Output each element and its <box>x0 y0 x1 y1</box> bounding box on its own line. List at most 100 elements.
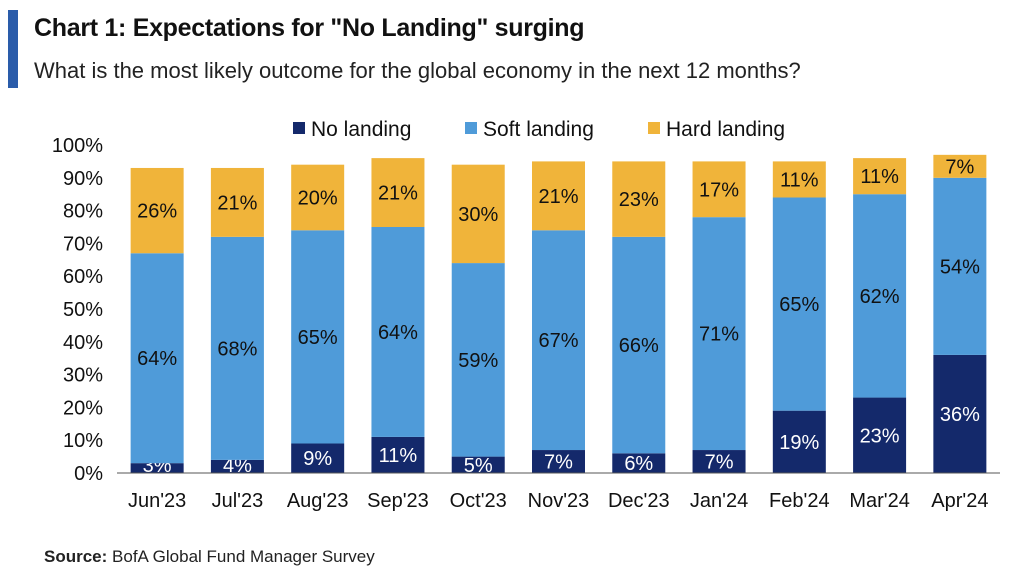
data-label: 62% <box>860 286 900 308</box>
data-label: 64% <box>137 348 177 370</box>
x-tick-label: Apr'24 <box>931 490 988 512</box>
y-tick-label: 40% <box>63 332 103 354</box>
bar-segment <box>933 354 987 473</box>
x-tick-label: Mar'24 <box>849 490 910 512</box>
bar-segment <box>291 164 345 231</box>
data-label: 11% <box>379 445 418 467</box>
x-tick-label: Sep'23 <box>367 490 429 512</box>
legend-swatch <box>293 122 305 134</box>
data-label: 36% <box>940 404 980 426</box>
x-tick-label: Jan'24 <box>690 490 748 512</box>
bar-segment <box>532 230 585 451</box>
data-label: 9% <box>303 448 332 470</box>
bar-segment <box>612 161 666 237</box>
bar-segment <box>130 463 184 473</box>
data-label: 7% <box>544 452 573 474</box>
bar-segment <box>933 177 987 355</box>
bar-segment <box>291 443 345 473</box>
y-tick-label: 100% <box>52 135 103 157</box>
source-note: Source: BofA Global Fund Manager Survey <box>44 547 375 567</box>
data-label: 21% <box>538 186 578 208</box>
title-accent-bar <box>8 10 18 88</box>
data-label: 21% <box>378 183 418 205</box>
bar-segment <box>210 236 264 460</box>
bar-segment <box>451 164 505 264</box>
data-label: 71% <box>699 324 739 346</box>
y-tick-label: 30% <box>63 365 103 387</box>
data-label: 65% <box>779 294 819 316</box>
bar-segment <box>291 230 345 444</box>
data-label: 26% <box>137 201 177 223</box>
bars: 3%64%26%4%68%21%9%65%20%11%64%21%5%59%30… <box>130 154 987 477</box>
bar-segment <box>371 436 425 473</box>
source-text: BofA Global Fund Manager Survey <box>112 547 375 566</box>
bar-segment <box>532 161 585 231</box>
legend: No landing Soft landing Hard landing <box>293 118 785 141</box>
y-tick-label: 80% <box>63 201 103 223</box>
bar-segment <box>853 194 907 398</box>
bar-segment <box>692 217 746 451</box>
data-label: 6% <box>624 453 653 475</box>
data-label: 5% <box>464 455 493 477</box>
data-label: 65% <box>298 327 338 349</box>
bar-segment <box>612 453 666 473</box>
y-tick-label: 50% <box>63 299 103 321</box>
bar-segment <box>772 410 826 473</box>
bar-segment <box>612 236 666 454</box>
stacked-bar-chart: No landing Soft landing Hard landing 0% 10%… <box>52 118 1000 512</box>
data-label: 11% <box>860 166 899 188</box>
data-label: 4% <box>223 455 252 477</box>
data-label: 54% <box>940 256 980 278</box>
bar-segment <box>451 263 505 457</box>
bar-segment <box>371 227 425 437</box>
bar-segment <box>772 197 826 411</box>
data-label: 59% <box>458 350 498 372</box>
y-tick-label: 70% <box>63 233 103 255</box>
y-tick-label: 0% <box>74 463 103 485</box>
bar-segment <box>532 450 585 473</box>
bar-segment <box>451 456 505 473</box>
data-label: 68% <box>217 338 257 360</box>
bar-segment <box>853 158 907 195</box>
bar-segment <box>692 450 746 473</box>
y-axis: 0% 10% 20% 30% 40% 50% 60% 70% 80% 90% 100% <box>52 135 103 485</box>
bar-segment <box>130 253 184 464</box>
x-tick-label: Dec'23 <box>608 490 670 512</box>
chart-subtitle: What is the most likely outcome for the … <box>34 58 801 83</box>
data-label: 23% <box>619 189 659 211</box>
y-tick-label: 90% <box>63 168 103 190</box>
legend-swatch <box>465 122 477 134</box>
data-label: 17% <box>699 179 739 201</box>
data-label: 21% <box>217 192 257 214</box>
data-label: 66% <box>619 335 659 357</box>
source-label: Source: <box>44 547 108 566</box>
data-label: 23% <box>860 425 900 447</box>
data-label: 7% <box>945 156 974 178</box>
bar-segment <box>933 154 987 178</box>
data-label: 30% <box>458 204 498 226</box>
bar-segment <box>210 459 264 473</box>
legend-label: Soft landing <box>483 118 594 141</box>
data-label: 19% <box>779 432 819 454</box>
x-tick-label: Feb'24 <box>769 490 830 512</box>
data-label: 67% <box>538 330 578 352</box>
x-axis: Jun'23 Jul'23 Aug'23 Sep'23 Oct'23 Nov'23 Dec'… <box>117 472 1000 512</box>
data-label: 7% <box>705 452 734 474</box>
y-tick-label: 60% <box>63 266 103 288</box>
data-label: 64% <box>378 322 418 344</box>
data-label: 20% <box>298 187 338 209</box>
data-label: 11% <box>780 169 819 191</box>
bar-segment <box>130 167 184 254</box>
x-tick-label: Jun'23 <box>128 490 186 512</box>
legend-label: No landing <box>311 118 411 141</box>
bar-segment <box>692 161 746 218</box>
bar-segment <box>853 397 907 473</box>
legend-swatch <box>648 122 660 134</box>
bar-segment <box>772 161 826 198</box>
y-tick-label: 20% <box>63 397 103 419</box>
x-tick-label: Oct'23 <box>450 490 507 512</box>
x-tick-label: Nov'23 <box>528 490 590 512</box>
y-tick-label: 10% <box>63 430 103 452</box>
bar-segment <box>371 158 425 227</box>
bar-segment <box>210 167 264 237</box>
